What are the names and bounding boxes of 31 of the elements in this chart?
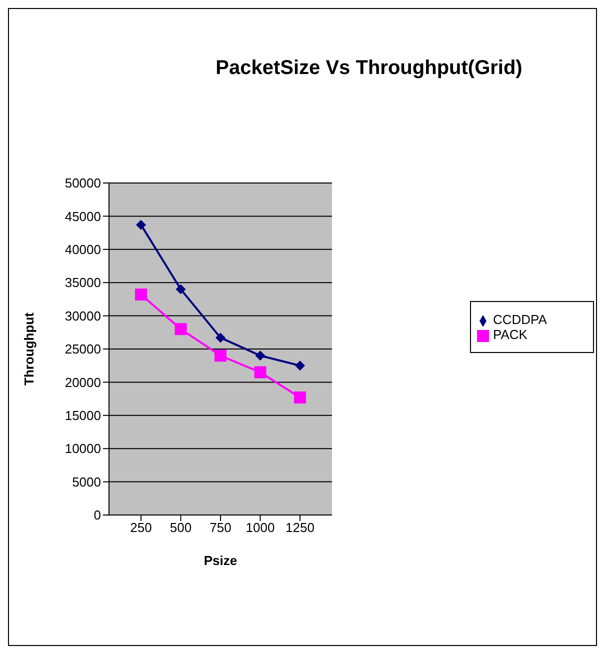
x-tick-label: 1250 [286,520,314,536]
x-axis-title: Psize [204,553,238,568]
y-tick-label: 50000 [64,176,101,191]
y-tick-label: 40000 [64,242,101,258]
x-tick-label: 500 [170,520,192,536]
point [255,350,266,361]
y-tick-label: 45000 [64,208,101,224]
point [214,350,226,362]
x-tick-label: 1000 [246,520,275,536]
y-tick-label: 0 [94,508,101,523]
point [136,220,146,230]
x-tick-label: 750 [210,520,232,536]
y-tick-label: 30000 [64,308,101,324]
point [254,366,266,378]
y-tick-label: 25000 [64,342,101,357]
point [135,288,147,301]
y-tick-label: 5000 [72,474,101,490]
legend-label: CCDDPA [493,312,547,327]
y-tick-label: 10000 [64,441,101,456]
y-tick-label: 20000 [64,374,101,390]
point [174,323,187,336]
y-tick-label: 15000 [64,408,101,424]
y-axis-title: Throughput [22,312,37,386]
y-tick-label: 35000 [64,275,101,290]
point [294,391,306,404]
point [216,332,226,343]
legend-label: PACK [493,327,528,342]
chart-title: PacketSize Vs Throughput(Grid) [214,57,524,80]
point [176,284,186,294]
point [295,360,305,371]
x-tick-label: 250 [130,520,152,536]
